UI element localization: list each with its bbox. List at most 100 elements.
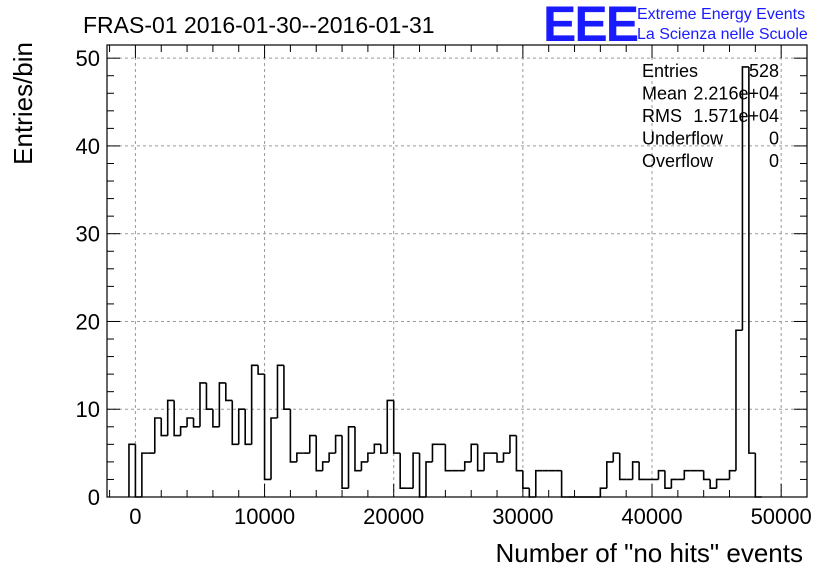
histogram-bin (392, 400, 401, 454)
histogram-bins (128, 66, 762, 498)
histogram-bin (463, 461, 472, 471)
histogram-bin (173, 400, 181, 437)
histogram-bin (212, 409, 220, 428)
histogram-bin (199, 382, 207, 427)
histogram-bin (502, 452, 510, 462)
histogram-bin (231, 400, 239, 446)
histogram-bin (289, 409, 297, 463)
x-tick-label: 20000 (363, 504, 424, 529)
histogram-bin (334, 434, 343, 454)
histogram-bin (702, 470, 711, 481)
histogram-bin (179, 425, 188, 436)
histogram-bin (631, 461, 640, 480)
histogram-bin (270, 417, 278, 480)
x-axis-title: Number of "no hits" events (496, 538, 804, 568)
histogram-bin (283, 365, 291, 411)
histogram-bin (606, 461, 614, 489)
y-axis-ticks: 0 10 20 30 40 50 (76, 46, 807, 510)
y-tick-label: 0 (88, 485, 100, 510)
histogram-bin (470, 443, 478, 462)
histogram-bin (476, 444, 485, 472)
stats-box: Entries 528 Mean 2.216e+04 RMS 1.571e+04 Under… (642, 61, 779, 171)
histogram-bin (237, 408, 246, 445)
histogram-bin (347, 425, 355, 489)
histogram-bin (192, 418, 200, 428)
histogram-bin (638, 461, 646, 481)
plot-frame (106, 44, 808, 498)
histogram-bin (728, 469, 736, 480)
histogram-bin (412, 452, 420, 489)
y-tick-label: 50 (76, 46, 100, 71)
logo-mark: EEE (543, 0, 638, 52)
histogram-bin (225, 382, 233, 402)
histogram-bin (134, 444, 142, 498)
histogram-bin (735, 329, 743, 471)
stats-value: 2.216e+04 (693, 84, 779, 104)
histogram-bin (618, 453, 627, 481)
histogram-bin (373, 443, 381, 454)
y-tick-label: 40 (76, 134, 100, 159)
histogram-bin (515, 435, 523, 472)
histogram-bin (425, 461, 433, 497)
stats-value: 0 (769, 129, 779, 149)
stats-value: 1.571e+04 (693, 106, 779, 126)
histogram-bin (522, 470, 530, 490)
histogram-bin (321, 461, 330, 471)
x-tick-label: 40000 (621, 504, 682, 529)
histogram-bin (328, 452, 336, 462)
stats-label: Underflow (642, 129, 724, 149)
histogram-bin (664, 470, 672, 490)
stats-label: RMS (642, 106, 682, 126)
logo-line-1: Extreme Energy Events (637, 6, 805, 23)
eee-logo: EEE Extreme Energy Events La Scienza nel… (543, 0, 808, 52)
histogram-bin (296, 452, 304, 462)
histogram-bin (418, 453, 427, 498)
histogram-bin (128, 443, 136, 497)
histogram-bin (360, 461, 368, 471)
histogram-bin (386, 399, 394, 454)
histogram-bin (341, 435, 349, 490)
histogram-bin (509, 434, 517, 454)
x-axis-ticks: 0 10000 20000 30000 40000 50000 (109, 45, 812, 529)
histogram-bin (709, 479, 717, 490)
histogram-bin (160, 418, 168, 437)
plot-border (106, 44, 808, 498)
histogram-bin (748, 66, 756, 454)
histogram-bin (741, 66, 749, 331)
histogram-bin (483, 452, 491, 471)
histogram-bin (715, 478, 724, 489)
histogram-bin (528, 488, 536, 498)
y-axis-title: Entries/bin (8, 42, 38, 165)
y-tick-label: 20 (76, 309, 100, 334)
histogram-bin (250, 364, 259, 445)
histogram-bin (244, 409, 252, 446)
x-tick-label: 30000 (492, 504, 553, 529)
histogram-bin (166, 399, 175, 436)
histogram-bin (534, 469, 543, 497)
stats-label: Entries (642, 61, 698, 81)
histogram-bin (257, 365, 265, 375)
histogram-bin (399, 453, 407, 490)
histogram-bin (263, 374, 272, 481)
x-tick-label: 0 (129, 504, 141, 529)
stats-label: Overflow (642, 151, 714, 171)
histogram-bin (754, 453, 762, 498)
stats-label: Mean (642, 84, 687, 104)
histogram-bin (218, 382, 226, 427)
histogram-bin (444, 444, 452, 472)
histogram-bin (186, 417, 194, 427)
histogram-bin (599, 487, 607, 497)
histogram-bin (496, 453, 504, 463)
stats-value: 528 (749, 61, 779, 81)
histogram-bin (153, 417, 162, 454)
x-tick-label: 50000 (751, 504, 812, 529)
y-tick-label: 10 (76, 397, 100, 422)
stats-value: 0 (769, 151, 779, 171)
histogram-bin (315, 435, 323, 472)
histogram-bin (560, 470, 569, 498)
histogram-bin (657, 469, 665, 480)
histogram-bin (670, 478, 678, 489)
histogram-bin (308, 434, 317, 454)
histogram-bin (276, 364, 284, 419)
